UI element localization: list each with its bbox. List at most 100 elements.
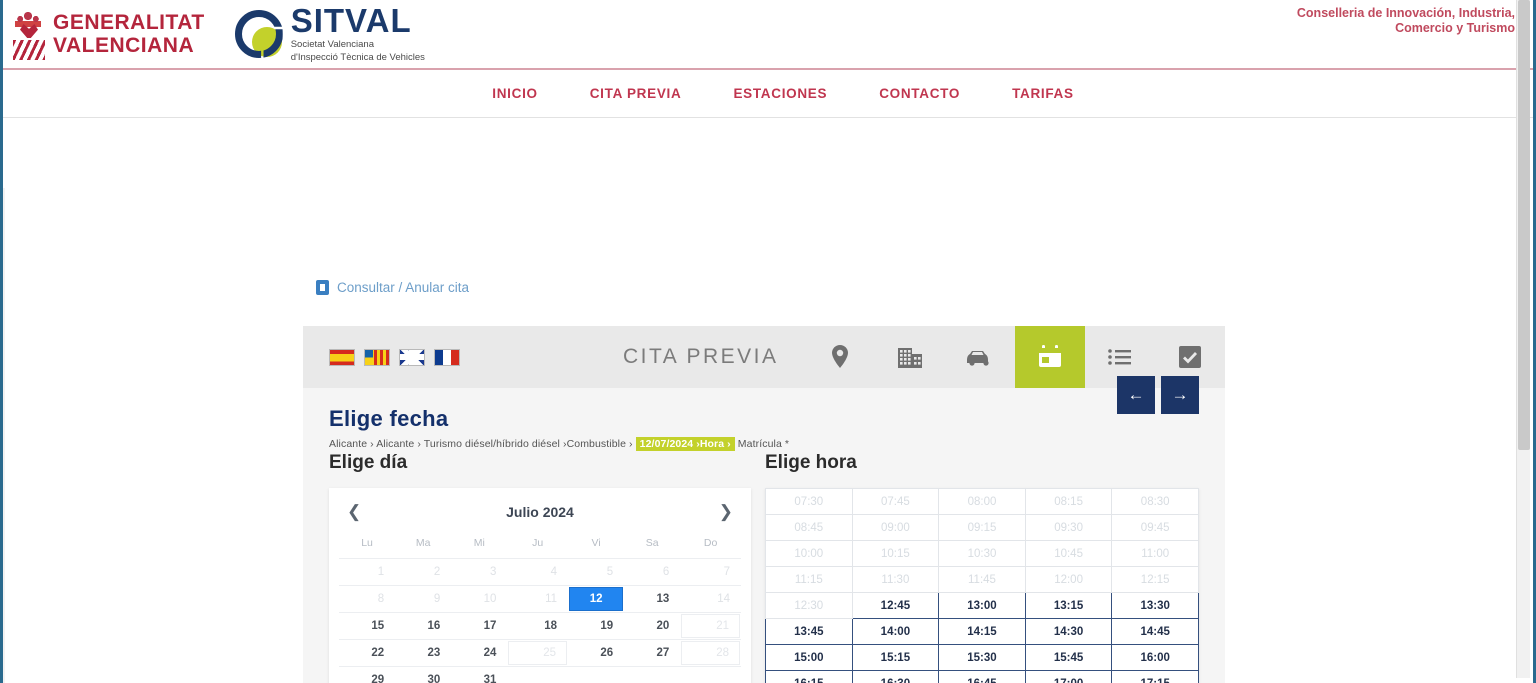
calendar-day-label: 17 xyxy=(483,620,497,632)
calendar-day: 3 xyxy=(451,559,507,586)
step-confirm-button[interactable] xyxy=(1155,326,1225,388)
hour-slot-occupied: 10:00 xyxy=(765,540,853,567)
nav-item-cita-previa[interactable]: CITA PREVIA xyxy=(589,86,682,101)
calendar-day-label: 15 xyxy=(371,620,385,632)
nav-item-estaciones[interactable]: ESTACIONES xyxy=(733,86,828,101)
step-navigation: ← → xyxy=(1117,376,1199,414)
calendar-day-label: 25 xyxy=(508,641,568,665)
calendar-weekday: Lu xyxy=(361,537,373,549)
checkbox-icon xyxy=(1179,346,1201,368)
hour-slot-available[interactable]: 13:00 xyxy=(938,592,1026,619)
card-toolbar: CITA PREVIA xyxy=(303,326,1225,388)
step-date-button[interactable] xyxy=(1015,326,1085,388)
calendar-week-row: 1 2 3 4 5 6 7 xyxy=(339,558,741,586)
calendar-day[interactable]: 15 xyxy=(339,613,395,640)
previous-step-button[interactable]: ← xyxy=(1117,376,1155,414)
car-icon xyxy=(967,351,989,366)
calendar-week-row: 29 30 31 xyxy=(339,666,741,683)
calendar-day[interactable]: 19 xyxy=(568,613,624,640)
hour-slot-available[interactable]: 15:15 xyxy=(851,644,940,671)
calendar-day[interactable]: 31 xyxy=(451,667,507,683)
hour-slot-available[interactable]: 17:15 xyxy=(1111,670,1199,683)
hours-row: 13:45 14:00 14:15 14:30 14:45 xyxy=(765,618,1199,645)
hour-slot-occupied: 08:15 xyxy=(1024,488,1113,515)
hours-row: 08:45 09:00 09:15 09:30 09:45 xyxy=(765,514,1199,541)
chevron-right-icon[interactable]: ❯ xyxy=(718,502,733,521)
calendar-day-label xyxy=(508,668,567,683)
calendar-day[interactable]: 30 xyxy=(395,667,451,683)
generalitat-line2: VALENCIANA xyxy=(53,34,195,57)
breadcrumb-prefix: Alicante › Alicante › Turismo diésel/híb… xyxy=(329,438,636,450)
calendar-weekday: Mi xyxy=(473,537,485,549)
calendar-day-label: 13 xyxy=(656,593,670,605)
chevron-left-icon[interactable]: ❮ xyxy=(347,502,362,521)
calendar-day-label: 10 xyxy=(483,593,497,605)
hour-slot-occupied: 08:30 xyxy=(1111,488,1199,515)
hour-slot-available[interactable]: 15:45 xyxy=(1024,644,1113,671)
breadcrumb: Alicante › Alicante › Turismo diésel/híb… xyxy=(329,437,1199,451)
calendar-day[interactable]: 23 xyxy=(395,640,451,667)
calendar-day[interactable]: 24 xyxy=(451,640,507,667)
page-scrollbar[interactable] xyxy=(1516,0,1530,678)
hour-slot-available[interactable]: 15:00 xyxy=(765,644,853,671)
calendar-day[interactable]: 13 xyxy=(624,586,680,613)
hour-slot-available[interactable]: 14:45 xyxy=(1111,618,1199,645)
hour-slot-available[interactable]: 16:30 xyxy=(851,670,940,683)
hour-slot-available[interactable]: 17:00 xyxy=(1024,670,1113,683)
hour-slot-available[interactable]: 13:45 xyxy=(765,618,853,645)
nav-item-contacto[interactable]: CONTACTO xyxy=(879,86,961,101)
calendar-day[interactable]: 26 xyxy=(568,640,624,667)
french-flag-icon[interactable] xyxy=(434,348,460,366)
hour-slot-available[interactable]: 14:30 xyxy=(1024,618,1113,645)
hour-slot-available[interactable]: 16:45 xyxy=(938,670,1026,683)
step-vehicle-button[interactable] xyxy=(945,326,1015,388)
hour-slot-available[interactable]: 15:30 xyxy=(938,644,1026,671)
calendar-day-label: 1 xyxy=(377,566,385,578)
consultar-anular-cita-link[interactable]: Consultar / Anular cita xyxy=(316,280,469,295)
valencian-flag-icon[interactable] xyxy=(364,348,390,366)
calendar-day[interactable]: 18 xyxy=(507,613,568,640)
calendar-day-selected[interactable]: 12 xyxy=(568,586,624,613)
calendar-day-label xyxy=(569,668,623,683)
calendar-day-label xyxy=(681,668,740,683)
sitval-logo: SITVAL Societat Valenciana d'Inspecció T… xyxy=(234,2,425,63)
calendar-day-label: 28 xyxy=(681,641,740,665)
step-location-button[interactable] xyxy=(805,326,875,388)
calendar-day: 2 xyxy=(395,559,451,586)
calendar-day[interactable]: 29 xyxy=(339,667,395,683)
hour-slot-available[interactable]: 12:45 xyxy=(851,592,940,619)
calendar-icon xyxy=(1039,345,1061,367)
list-icon xyxy=(1108,349,1131,365)
calendar-day[interactable]: 16 xyxy=(395,613,451,640)
calendar-day[interactable]: 22 xyxy=(339,640,395,667)
hour-slot-available[interactable]: 14:00 xyxy=(851,618,940,645)
english-flag-icon[interactable] xyxy=(399,348,425,366)
scrollbar-thumb[interactable] xyxy=(1518,0,1530,450)
nav-item-tarifas[interactable]: TARIFAS xyxy=(1012,86,1074,101)
hour-slot-available[interactable]: 14:15 xyxy=(938,618,1026,645)
calendar-day: 14 xyxy=(680,586,741,613)
hour-slot-available[interactable]: 16:00 xyxy=(1111,644,1199,671)
hour-slot-available[interactable]: 16:15 xyxy=(765,670,853,683)
calendar-week-row: 22 23 24 25 26 27 28 xyxy=(339,639,741,667)
hour-slot-occupied: 11:00 xyxy=(1111,540,1199,567)
hours-row: 15:00 15:15 15:30 15:45 16:00 xyxy=(765,644,1199,671)
hour-slot-occupied: 11:30 xyxy=(851,566,940,593)
calendar-day[interactable]: 20 xyxy=(624,613,680,640)
hour-slot-occupied: 10:45 xyxy=(1024,540,1113,567)
nav-item-inicio[interactable]: INICIO xyxy=(492,86,538,101)
calendar-weekday: Vi xyxy=(591,537,601,549)
sitval-title: SITVAL xyxy=(290,2,412,39)
step-station-button[interactable] xyxy=(875,326,945,388)
calendar-day[interactable]: 17 xyxy=(451,613,507,640)
spanish-flag-icon[interactable] xyxy=(329,348,355,366)
hour-slot-available[interactable]: 13:30 xyxy=(1111,592,1199,619)
step-summary-button[interactable] xyxy=(1085,326,1155,388)
hours-grid: 07:30 07:45 08:00 08:15 08:30 08:45 09:00 09:15… xyxy=(765,488,1199,683)
calendar-day[interactable]: 27 xyxy=(624,640,680,667)
next-step-button[interactable]: → xyxy=(1161,376,1199,414)
hour-slot-available[interactable]: 13:15 xyxy=(1024,592,1113,619)
hours-row: 07:30 07:45 08:00 08:15 08:30 xyxy=(765,488,1199,515)
